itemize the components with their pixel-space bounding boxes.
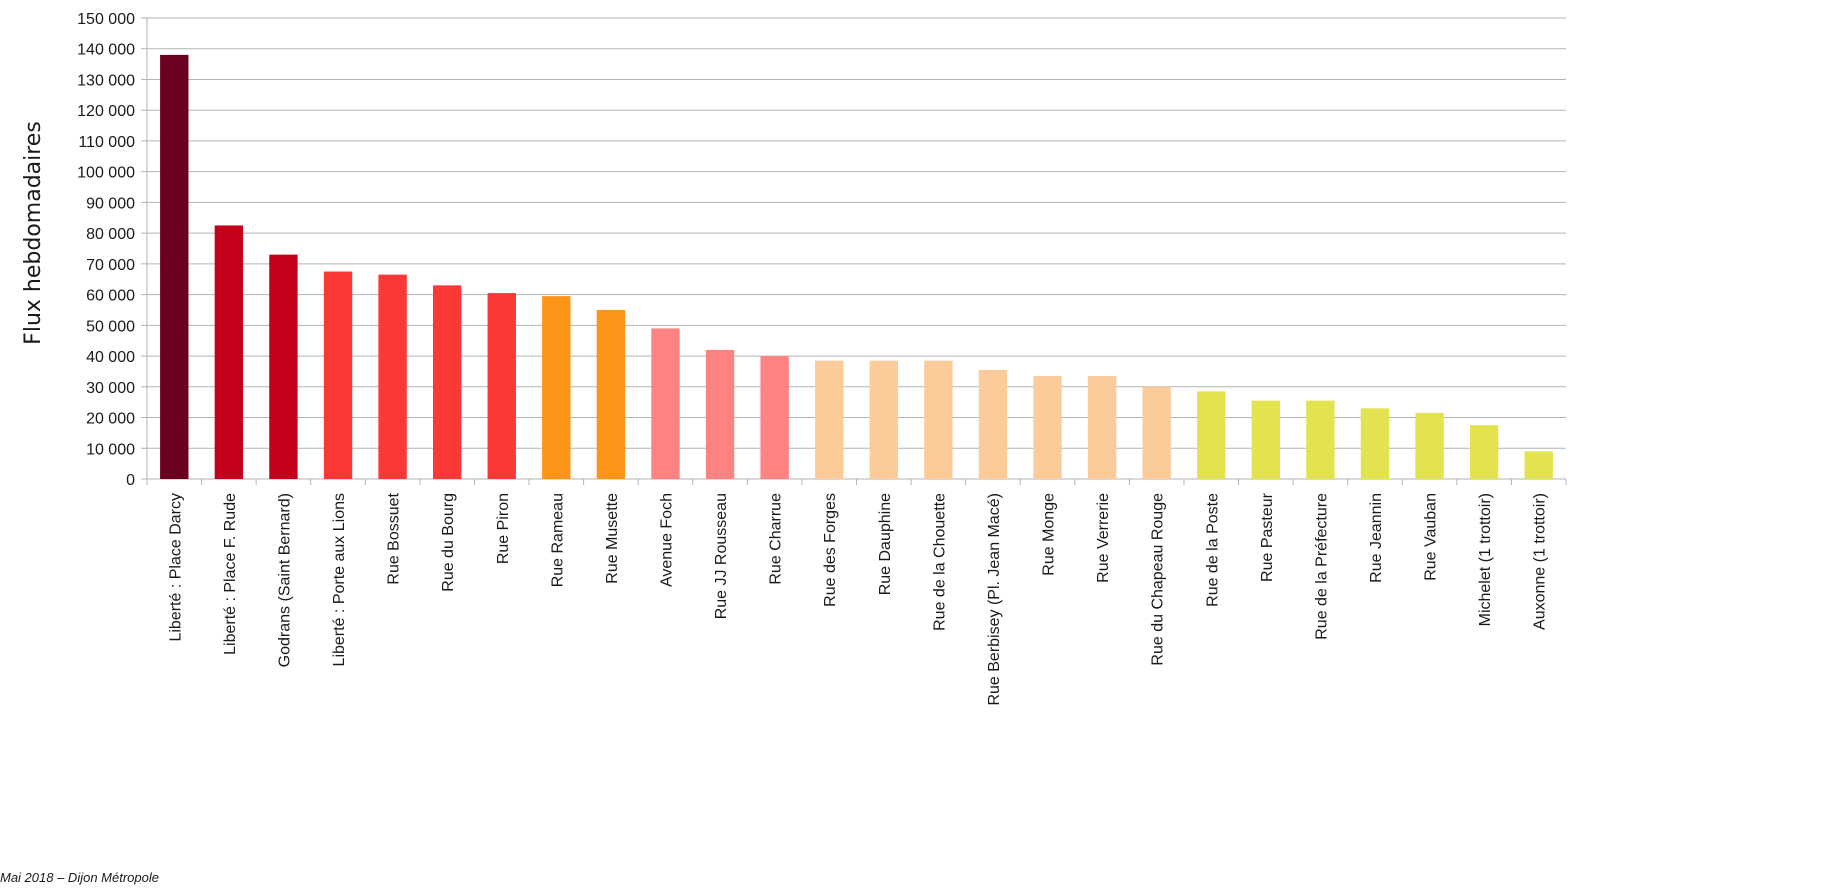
bar (214, 225, 244, 479)
bar (323, 271, 353, 479)
y-tick-label: 40 000 (86, 349, 135, 366)
y-tick-label: 140 000 (77, 42, 135, 59)
y-tick-labels: 0 10 000 20 000 30 000 40 000 50 000 60 000 70 … (77, 11, 135, 489)
bar (1360, 408, 1390, 479)
category-label: Auxonne (1 trottoir) (1532, 493, 1549, 630)
y-tick-label: 50 000 (86, 318, 135, 335)
bar (542, 296, 571, 479)
category-label: Rue Verrerie (1095, 493, 1112, 583)
gridlines (147, 17, 1566, 480)
bar (596, 309, 626, 479)
bar (432, 285, 462, 479)
category-label: Rue de la Chouette (931, 493, 948, 631)
category-label: Godrans (Saint Bernard) (276, 493, 293, 667)
category-label: Rue Piron (495, 493, 512, 564)
bar (1142, 386, 1171, 479)
bar (1197, 391, 1226, 479)
x-tick-labels: Liberté : Place Darcy Liberté : Place F. … (167, 492, 1548, 705)
axes (141, 17, 1567, 485)
bar (760, 356, 789, 479)
category-label: Rue des Forges (822, 493, 839, 607)
y-tick-label: 30 000 (86, 380, 135, 397)
category-label: Rue JJ Rousseau (713, 493, 730, 619)
category-label: Rue de la Poste (1204, 493, 1221, 607)
y-tick-label: 110 000 (78, 134, 135, 151)
y-tick-label: 90 000 (86, 195, 135, 212)
category-label: Rue Charrue (768, 493, 785, 585)
bar (1415, 412, 1444, 479)
category-label: Rue du Bourg (440, 493, 457, 592)
bar (869, 360, 898, 479)
bar (705, 349, 735, 479)
category-label: Rue Bossuet (386, 492, 403, 584)
y-tick-label: 80 000 (86, 226, 135, 243)
y-tick-label: 10 000 (86, 441, 135, 458)
footnote: Mai 2018 – Dijon Métropole (0, 870, 159, 885)
bar (924, 360, 953, 479)
category-label: Avenue Foch (658, 493, 675, 587)
category-label: Rue Berbisey (Pl. Jean Macé) (986, 493, 1003, 706)
bar (1087, 376, 1117, 479)
category-label: Rue Monge (1041, 493, 1058, 576)
category-label: Liberté : Place Darcy (167, 493, 184, 642)
bar (1306, 400, 1335, 479)
category-label: Rue de la Préfecture (1313, 493, 1330, 640)
category-label: Liberté : Porte aux Lions (331, 493, 348, 666)
y-tick-label: 150 000 (77, 11, 135, 28)
bar (378, 274, 407, 479)
bar (978, 369, 1008, 479)
bar (160, 54, 189, 479)
category-label: Rue Pasteur (1259, 492, 1276, 582)
bars (160, 54, 1553, 479)
y-tick-label: 0 (126, 472, 135, 489)
y-tick-label: 20 000 (86, 411, 135, 428)
y-tick-label: 120 000 (77, 103, 135, 120)
bar (651, 328, 680, 479)
bar (815, 360, 844, 479)
y-axis-label: Flux hebdomadaires (21, 121, 46, 345)
category-label: Rue du Chapeau Rouge (1150, 493, 1167, 666)
bar (1033, 376, 1062, 479)
category-label: Rue Dauphine (877, 493, 894, 595)
y-tick-label: 60 000 (86, 288, 135, 305)
bar (1469, 425, 1499, 479)
bar (269, 254, 298, 479)
y-tick-label: 100 000 (77, 165, 135, 182)
bar (1524, 451, 1553, 479)
bar (1251, 400, 1281, 479)
category-label: Liberté : Place F. Rude (222, 493, 239, 655)
category-label: Rue Jeannin (1368, 493, 1385, 583)
category-label: Rue Vauban (1423, 493, 1440, 581)
category-label: Rue Musette (604, 493, 621, 584)
y-tick-label: 70 000 (86, 257, 135, 274)
y-tick-label: 130 000 (77, 72, 135, 89)
category-label: Rue Rameau (549, 493, 566, 587)
category-label: Michelet (1 trottoir) (1477, 493, 1494, 626)
bar (487, 293, 516, 479)
